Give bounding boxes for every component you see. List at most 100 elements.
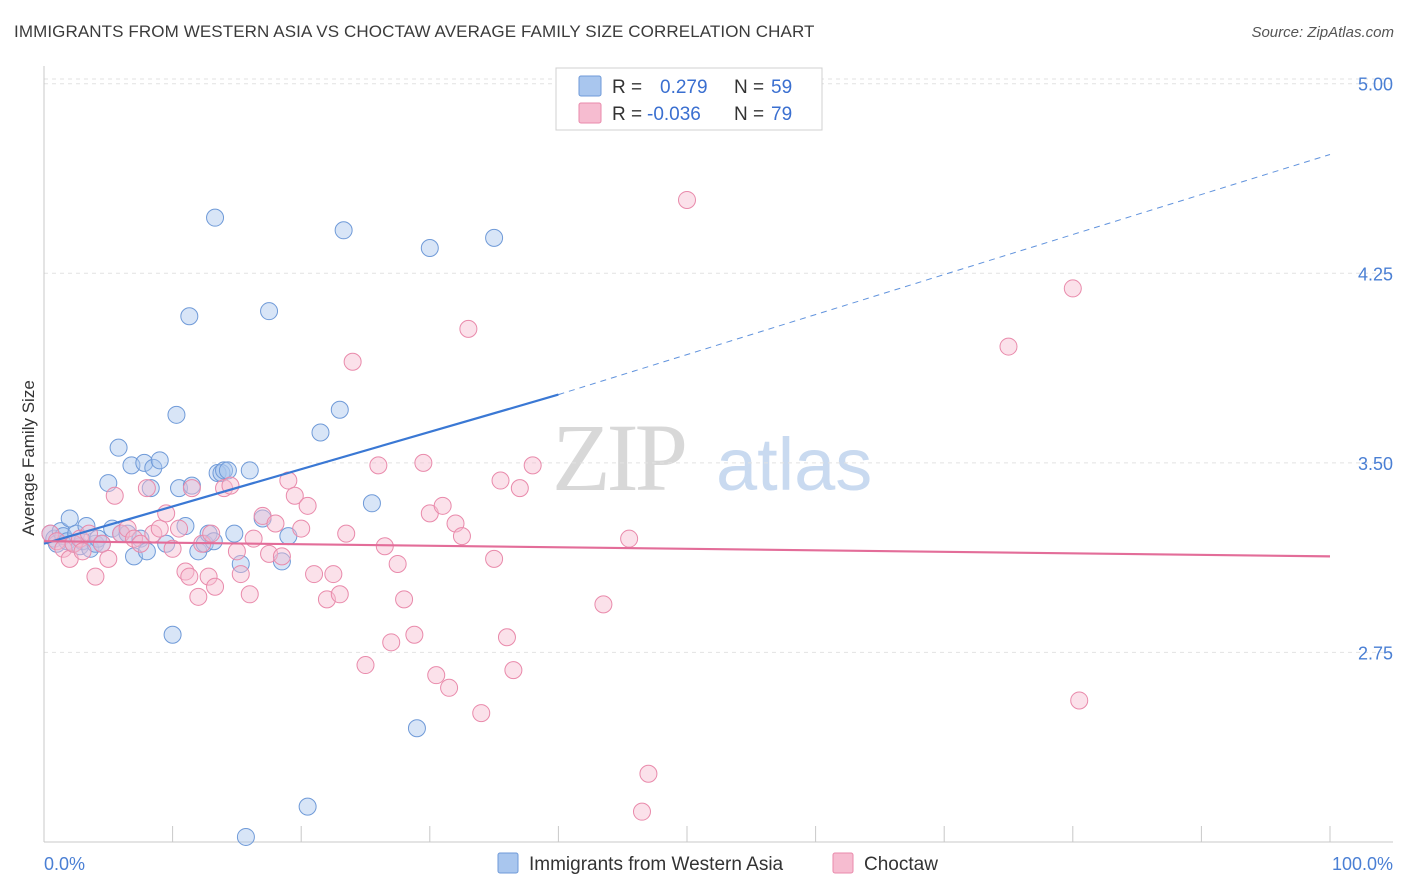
point-western-asia: [225, 524, 244, 543]
source-label: Source: ZipAtlas.com: [1251, 24, 1394, 41]
trend-line-western-asia-extension: [558, 153, 1331, 396]
point-choctaw: [199, 567, 218, 586]
point-choctaw: [337, 524, 356, 543]
point-choctaw: [632, 802, 651, 821]
point-choctaw: [227, 542, 246, 561]
point-western-asia: [298, 797, 317, 816]
series-label-western-asia: Immigrants from Western Asia: [529, 854, 784, 875]
point-choctaw: [202, 524, 221, 543]
point-western-asia: [240, 461, 259, 480]
point-choctaw: [305, 565, 324, 584]
data-points: [41, 190, 1089, 846]
point-western-asia: [109, 438, 128, 457]
y-tick-label: 5.00: [1358, 75, 1393, 95]
point-choctaw: [452, 527, 471, 546]
point-western-asia: [180, 307, 199, 326]
watermark-atlas: atlas: [716, 423, 872, 506]
point-western-asia: [144, 458, 163, 477]
point-western-asia: [311, 423, 330, 442]
point-western-asia: [334, 221, 353, 240]
legend-swatch-western-asia: [578, 75, 602, 97]
legend-n-label: N =: [734, 77, 764, 98]
point-choctaw: [594, 595, 613, 614]
point-western-asia: [260, 302, 279, 321]
x-tick-label-end: 100.0%: [1332, 854, 1393, 874]
legend-r-label: R =: [612, 104, 642, 125]
point-choctaw: [395, 590, 414, 609]
series-swatch-choctaw: [832, 852, 854, 874]
legend-r-value: 0.279: [660, 77, 708, 98]
point-western-asia: [218, 461, 237, 480]
series-legend: Immigrants from Western Asia Choctaw: [497, 852, 938, 875]
y-tick-label: 3.50: [1358, 454, 1393, 474]
point-western-asia: [167, 405, 186, 424]
point-choctaw: [240, 585, 259, 604]
point-choctaw: [356, 656, 375, 675]
point-choctaw: [92, 534, 111, 553]
legend-n-value: 79: [771, 104, 792, 125]
legend-r-value: -0.036: [647, 104, 701, 125]
point-choctaw: [497, 628, 516, 647]
point-choctaw: [189, 587, 208, 606]
point-choctaw: [510, 479, 529, 498]
point-western-asia: [420, 238, 439, 257]
point-choctaw: [324, 565, 343, 584]
point-choctaw: [170, 519, 189, 538]
series-swatch-western-asia: [497, 852, 519, 874]
chart-title: IMMIGRANTS FROM WESTERN ASIA VS CHOCTAW …: [14, 22, 815, 41]
point-choctaw: [472, 704, 491, 723]
point-choctaw: [105, 486, 124, 505]
point-choctaw: [73, 542, 92, 561]
point-western-asia: [163, 625, 182, 644]
point-choctaw: [485, 549, 504, 568]
point-choctaw: [999, 337, 1018, 356]
point-choctaw: [180, 567, 199, 586]
legend-r-label: R =: [612, 77, 642, 98]
point-choctaw: [1070, 691, 1089, 710]
point-western-asia: [204, 532, 223, 551]
point-choctaw: [504, 661, 523, 680]
point-choctaw: [330, 585, 349, 604]
legend-swatch-choctaw: [578, 102, 602, 124]
point-choctaw: [150, 519, 169, 538]
point-western-asia: [330, 400, 349, 419]
point-choctaw: [54, 539, 73, 558]
point-choctaw: [231, 565, 250, 584]
point-western-asia: [407, 719, 426, 738]
point-choctaw: [285, 486, 304, 505]
point-choctaw: [459, 319, 478, 338]
point-choctaw: [678, 190, 696, 209]
point-choctaw: [1063, 279, 1082, 298]
point-western-asia: [206, 208, 225, 227]
point-western-asia: [141, 479, 160, 498]
trend-lines: [43, 153, 1331, 558]
point-choctaw: [206, 577, 225, 596]
point-choctaw: [163, 539, 182, 558]
point-choctaw: [369, 456, 388, 475]
point-western-asia: [362, 494, 381, 513]
watermark-zip: ZIP: [552, 404, 685, 511]
correlation-legend: R = 0.279 N = 59 R = -0.036 N = 79: [555, 67, 823, 131]
point-choctaw: [298, 496, 317, 515]
point-choctaw: [182, 479, 201, 498]
point-choctaw: [440, 678, 459, 697]
y-tick-label: 4.25: [1358, 264, 1393, 284]
trend-line-western-asia: [43, 393, 559, 545]
y-tick-label: 2.75: [1358, 643, 1393, 663]
point-choctaw: [272, 547, 291, 566]
point-choctaw: [99, 549, 118, 568]
point-western-asia: [60, 509, 79, 528]
point-choctaw: [131, 534, 150, 553]
point-choctaw: [86, 567, 105, 586]
point-choctaw: [343, 352, 362, 371]
trend-line-choctaw: [43, 540, 1331, 558]
x-tick-label-start: 0.0%: [44, 854, 85, 874]
point-choctaw: [266, 514, 285, 533]
point-western-asia: [485, 228, 504, 247]
axes: 2.75 3.50 4.25 5.00: [43, 66, 1393, 843]
point-western-asia: [150, 451, 169, 470]
point-choctaw: [523, 456, 542, 475]
point-western-asia: [236, 827, 255, 846]
point-choctaw: [405, 625, 424, 644]
